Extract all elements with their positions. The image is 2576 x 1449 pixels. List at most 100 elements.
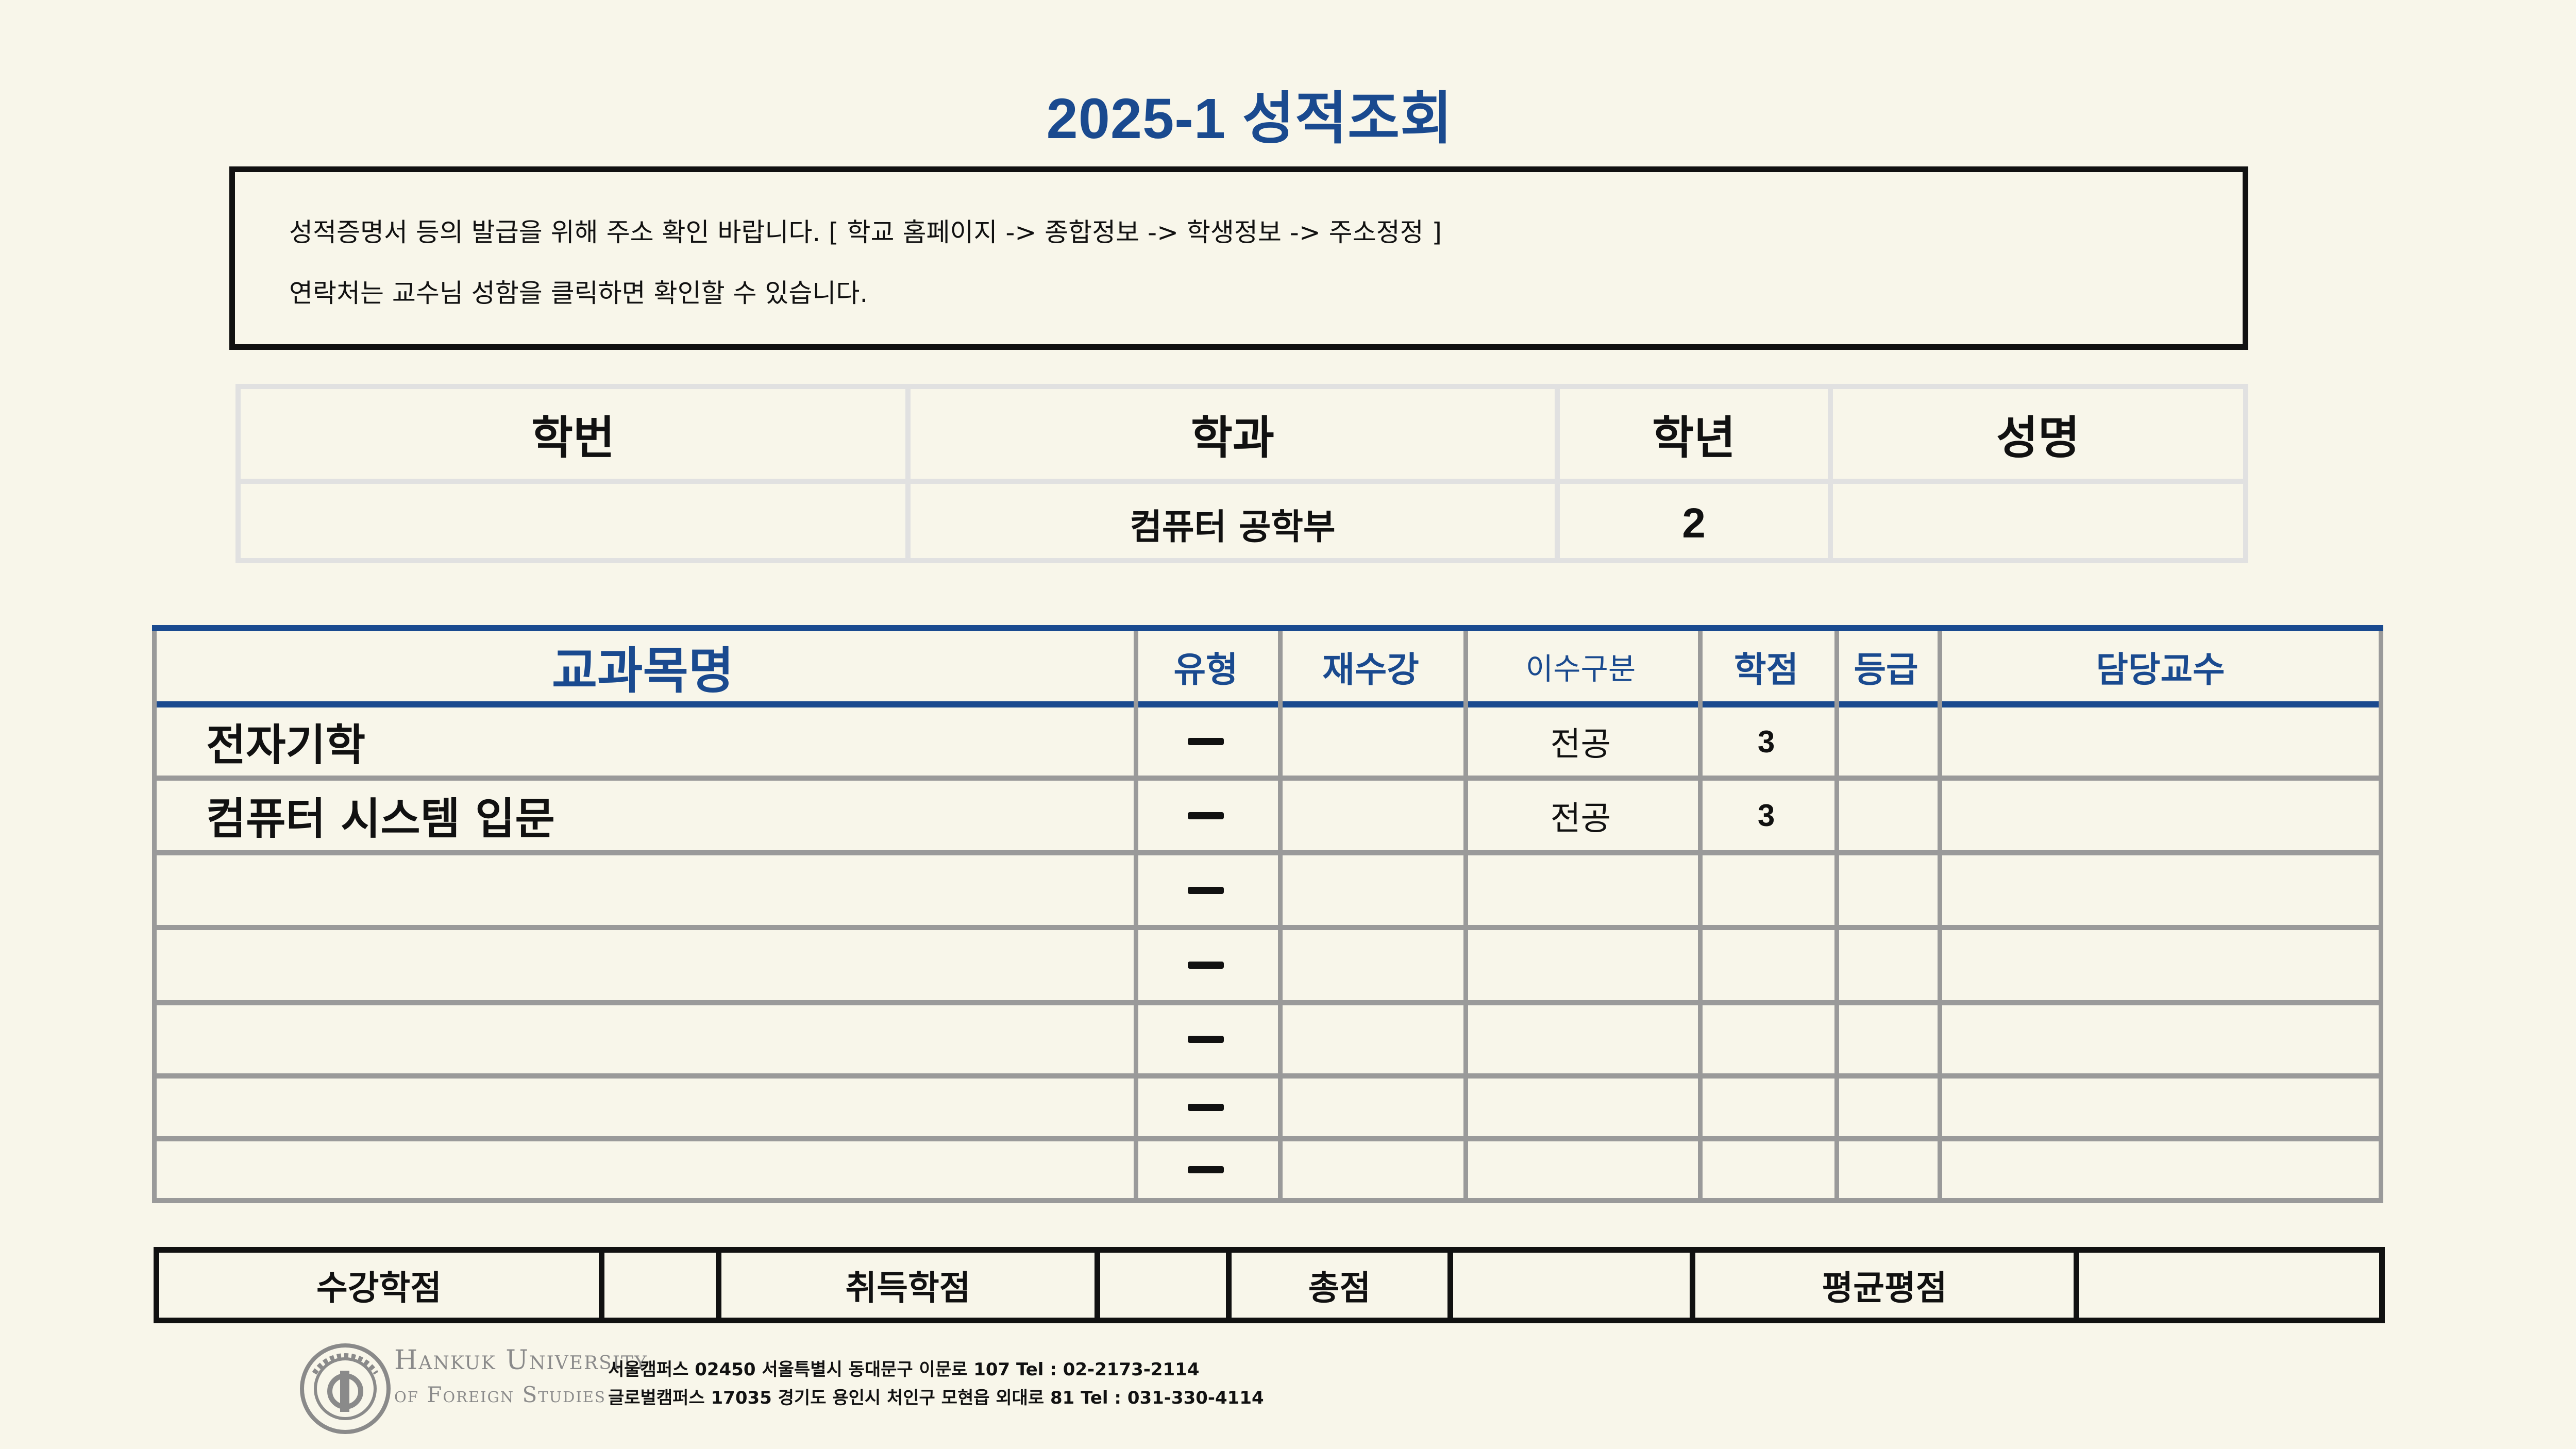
wordmark-line-2: of Foreign Studies (394, 1382, 606, 1407)
course-category-cell (1463, 1079, 1698, 1136)
course-credits-cell (1698, 1079, 1834, 1136)
course-grade-cell (1834, 781, 1938, 850)
row-divider (152, 1000, 2383, 1005)
header-name: 성명 (1996, 411, 2080, 464)
attempted-credits-value (604, 1253, 716, 1318)
course-professor-cell[interactable] (1938, 930, 2383, 1000)
column-divider (1134, 631, 1138, 1203)
dash-icon (1188, 886, 1224, 894)
course-course-name-cell: 전자기학 (206, 719, 366, 770)
university-seal-logo (299, 1342, 392, 1435)
course-retake-cell (1278, 1005, 1463, 1073)
notice-contact-line: 연락처는 교수님 성함을 클릭하면 확인할 수 있습니다. (289, 278, 868, 308)
divider (1226, 1253, 1232, 1318)
course-type-cell (1134, 1005, 1278, 1073)
total-score-label: 총점 (1308, 1268, 1371, 1308)
course-type-cell (1134, 707, 1278, 776)
divider (599, 1253, 604, 1318)
course-professor-cell[interactable] (1938, 1141, 2383, 1198)
course-professor-cell[interactable] (1938, 707, 2383, 776)
course-credits-cell (1698, 855, 1834, 925)
column-divider (1463, 631, 1468, 1203)
header-category: 이수구분 (1525, 651, 1636, 686)
course-retake-cell (1278, 1141, 1463, 1198)
column-divider (1278, 631, 1283, 1203)
course-category-cell: 전공 (1550, 799, 1611, 838)
course-table: 교과목명 유형 재수강 이수구분 학점 등급 담당교수 전자기학 전공 3 컴퓨터 시… (152, 625, 2383, 1203)
course-category-cell (1463, 1005, 1698, 1073)
course-grade-cell (1834, 855, 1938, 925)
row-divider (152, 850, 2383, 855)
column-divider (152, 631, 157, 1203)
course-type-cell (1134, 1079, 1278, 1136)
course-professor-cell[interactable] (1938, 781, 2383, 850)
course-retake-cell (1278, 707, 1463, 776)
course-course-name-cell (152, 855, 1134, 925)
column-divider (1938, 631, 1942, 1203)
header-type: 유형 (1173, 649, 1238, 690)
course-retake-cell (1278, 1079, 1463, 1136)
course-category-cell: 전공 (1550, 726, 1611, 764)
header-grade: 등급 (1854, 649, 1918, 690)
course-type-cell (1134, 930, 1278, 1000)
dash-icon (1188, 738, 1224, 745)
course-credits-cell (1698, 1005, 1834, 1073)
course-grade-cell (1834, 930, 1938, 1000)
course-course-name-cell (152, 930, 1134, 1000)
course-category-cell (1463, 1141, 1698, 1198)
header-department: 학과 (1191, 411, 1274, 464)
row-divider (152, 1198, 2383, 1203)
course-credits-cell: 3 (1757, 798, 1775, 833)
divider (1690, 1253, 1695, 1318)
header-bottom-rule (152, 701, 2383, 707)
dash-icon (1188, 962, 1224, 969)
divider (716, 1253, 721, 1318)
column-divider (2379, 631, 2383, 1203)
row-divider (152, 1073, 2383, 1079)
course-professor-cell[interactable] (1938, 1005, 2383, 1073)
attempted-credits-label: 수강학점 (316, 1268, 442, 1308)
page-title: 2025-1 성적조회 (1046, 87, 1453, 150)
earned-credits-label: 취득학점 (845, 1268, 971, 1308)
year-value: 2 (1682, 500, 1706, 547)
notice-address-line: 성적증명서 등의 발급을 위해 주소 확인 바랍니다. [ 학교 홈페이지 ->… (289, 217, 1442, 247)
dash-icon (1188, 1104, 1224, 1111)
column-divider (1834, 631, 1839, 1203)
divider (241, 479, 2243, 484)
header-year: 학년 (1652, 411, 1736, 464)
divider (1555, 389, 1560, 558)
course-retake-cell (1278, 930, 1463, 1000)
course-retake-cell (1278, 855, 1463, 925)
dash-icon (1188, 1036, 1224, 1043)
header-top-rule (152, 625, 2383, 631)
course-course-name-cell (152, 1141, 1134, 1198)
course-grade-cell (1834, 1079, 1938, 1136)
header-professor: 담당교수 (2096, 649, 2225, 690)
course-course-name-cell (152, 1005, 1134, 1073)
header-course-name: 교과목명 (551, 642, 734, 700)
total-score-value (1453, 1253, 1690, 1318)
course-credits-cell (1698, 1141, 1834, 1198)
global-campus-address: 글로벌캠퍼스 17035 경기도 용인시 처인구 모현읍 외대로 81 Tel … (608, 1388, 1264, 1408)
divider (1095, 1253, 1100, 1318)
row-divider (152, 1136, 2383, 1141)
course-professor-cell[interactable] (1938, 855, 2383, 925)
course-category-cell (1463, 855, 1698, 925)
wordmark-line-1: Hankuk University (394, 1345, 648, 1376)
credit-summary-bar: 수강학점 취득학점 총점 평균평점 (154, 1247, 2385, 1323)
header-retake: 재수강 (1322, 649, 1419, 690)
row-divider (152, 925, 2383, 930)
divider (1447, 1253, 1453, 1318)
department-value: 컴퓨터 공학부 (1130, 507, 1336, 548)
university-wordmark: Hankuk University of Foreign Studies (394, 1345, 648, 1407)
gpa-value (2079, 1253, 2379, 1318)
course-category-cell (1463, 930, 1698, 1000)
course-retake-cell (1278, 781, 1463, 850)
course-type-cell (1134, 781, 1278, 850)
course-grade-cell (1834, 707, 1938, 776)
course-professor-cell[interactable] (1938, 1079, 2383, 1136)
column-divider (1698, 631, 1703, 1203)
row-divider (152, 776, 2383, 781)
course-course-name-cell: 컴퓨터 시스템 입문 (206, 794, 555, 844)
seoul-campus-address: 서울캠퍼스 02450 서울특별시 동대문구 이문로 107 Tel : 02-… (608, 1359, 1200, 1380)
